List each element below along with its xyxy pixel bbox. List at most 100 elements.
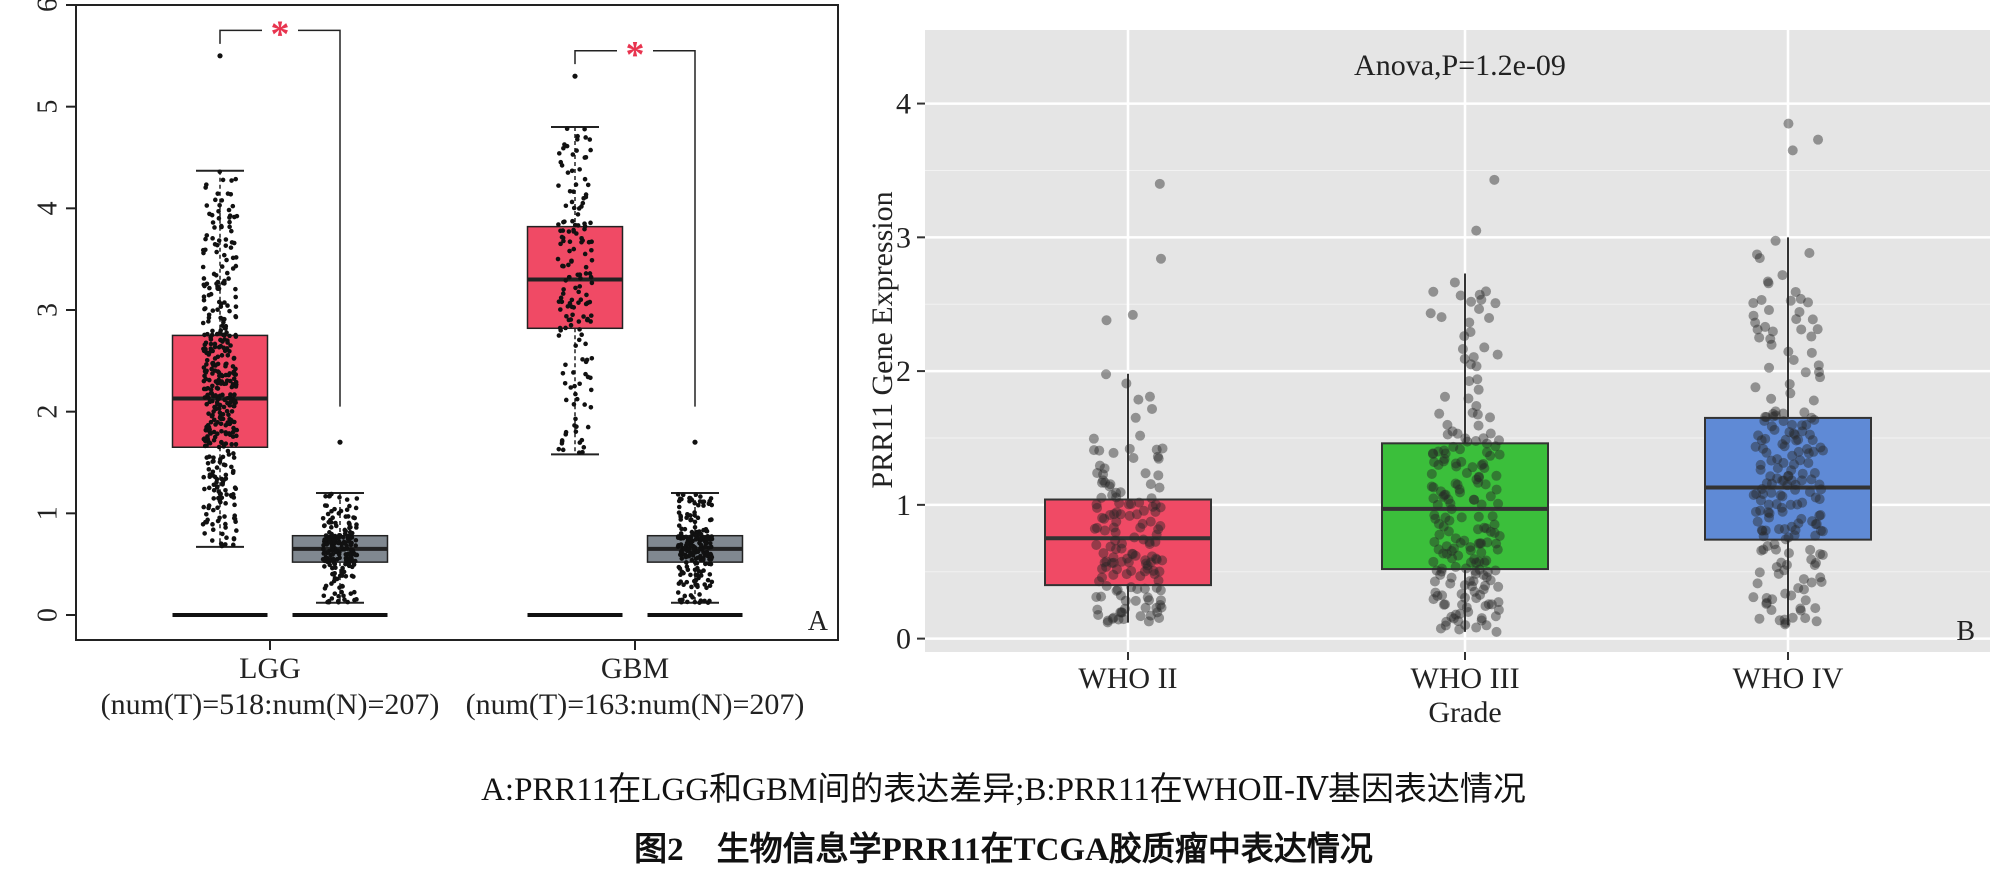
data-point [233, 382, 239, 387]
data-point [217, 202, 222, 208]
data-point [698, 542, 704, 548]
data-point [707, 583, 713, 589]
data-point [217, 498, 223, 504]
data-point [1101, 580, 1112, 591]
data-point [697, 592, 702, 597]
data-point [1794, 306, 1805, 317]
data-point [560, 291, 566, 296]
data-point [231, 240, 237, 246]
data-point [202, 438, 208, 444]
data-point [1464, 376, 1475, 387]
data-point [1126, 498, 1137, 509]
data-point [1116, 543, 1127, 554]
data-point [1806, 577, 1817, 588]
outlier-point [1783, 118, 1794, 129]
data-point [563, 362, 568, 368]
data-point [589, 280, 595, 286]
data-point [571, 189, 576, 194]
data-point [704, 536, 710, 542]
data-point [1493, 498, 1504, 509]
data-point [1445, 498, 1456, 509]
data-point [225, 191, 231, 196]
data-point [1479, 342, 1490, 353]
data-point [1798, 574, 1809, 585]
data-point [1428, 493, 1439, 504]
data-point [1752, 578, 1763, 589]
data-point [1127, 548, 1138, 559]
data-point [337, 495, 342, 500]
data-point [221, 477, 227, 483]
data-point [559, 441, 565, 446]
data-point [683, 554, 689, 560]
data-point [1438, 548, 1449, 559]
data-point [1131, 509, 1142, 520]
data-point [210, 220, 216, 225]
data-point [1485, 450, 1496, 461]
data-point [1448, 543, 1459, 554]
data-point [1144, 595, 1155, 606]
data-point [1450, 609, 1461, 620]
data-point [339, 589, 344, 595]
data-point [684, 579, 690, 585]
data-point [1427, 448, 1438, 459]
data-point [1772, 463, 1783, 474]
data-point [584, 357, 590, 363]
data-point [571, 370, 576, 375]
data-point [1787, 419, 1798, 430]
data-point [698, 546, 703, 551]
data-point [1786, 465, 1797, 476]
data-point [563, 278, 569, 283]
data-point [1493, 581, 1504, 592]
data-point [1812, 324, 1823, 335]
data-point [232, 502, 237, 508]
data-point [1430, 513, 1441, 524]
data-point [1104, 510, 1115, 521]
data-point [1102, 615, 1113, 626]
data-point [1756, 294, 1767, 305]
data-point [1758, 443, 1769, 454]
data-point [1441, 548, 1452, 559]
data-point [583, 194, 589, 200]
data-point [1748, 298, 1759, 309]
data-point [692, 567, 698, 573]
data-point [559, 299, 565, 305]
data-point [1484, 312, 1495, 323]
data-point [231, 214, 237, 220]
data-point [1777, 270, 1788, 281]
data-point [327, 540, 333, 545]
data-point [563, 325, 568, 331]
data-point [1796, 420, 1807, 431]
data-point [1110, 544, 1121, 555]
data-point [1118, 614, 1129, 625]
data-point [1803, 457, 1814, 468]
data-point [1796, 324, 1807, 335]
category-label: WHO II [1078, 662, 1177, 695]
data-point [1153, 575, 1164, 586]
data-point [221, 404, 227, 410]
data-point [1438, 521, 1449, 532]
data-point [223, 525, 228, 530]
outlier-point [1787, 145, 1798, 156]
data-point [201, 297, 207, 303]
data-point [1474, 556, 1485, 567]
data-point [339, 545, 344, 550]
data-point [1097, 572, 1108, 583]
data-point [560, 228, 566, 233]
data-point [1155, 520, 1166, 531]
data-point [1748, 310, 1759, 321]
data-point [1815, 525, 1826, 536]
data-point [325, 511, 331, 517]
data-point [229, 464, 234, 470]
data-point [223, 521, 228, 527]
data-point [1809, 560, 1820, 571]
data-point [695, 515, 701, 521]
data-point [204, 362, 209, 367]
data-point [691, 546, 697, 552]
data-point [1490, 611, 1501, 622]
data-point [1816, 576, 1827, 587]
data-point [1098, 469, 1109, 480]
data-point [1756, 435, 1767, 446]
data-point [1779, 614, 1790, 625]
data-point [225, 421, 231, 427]
data-point [208, 387, 214, 392]
